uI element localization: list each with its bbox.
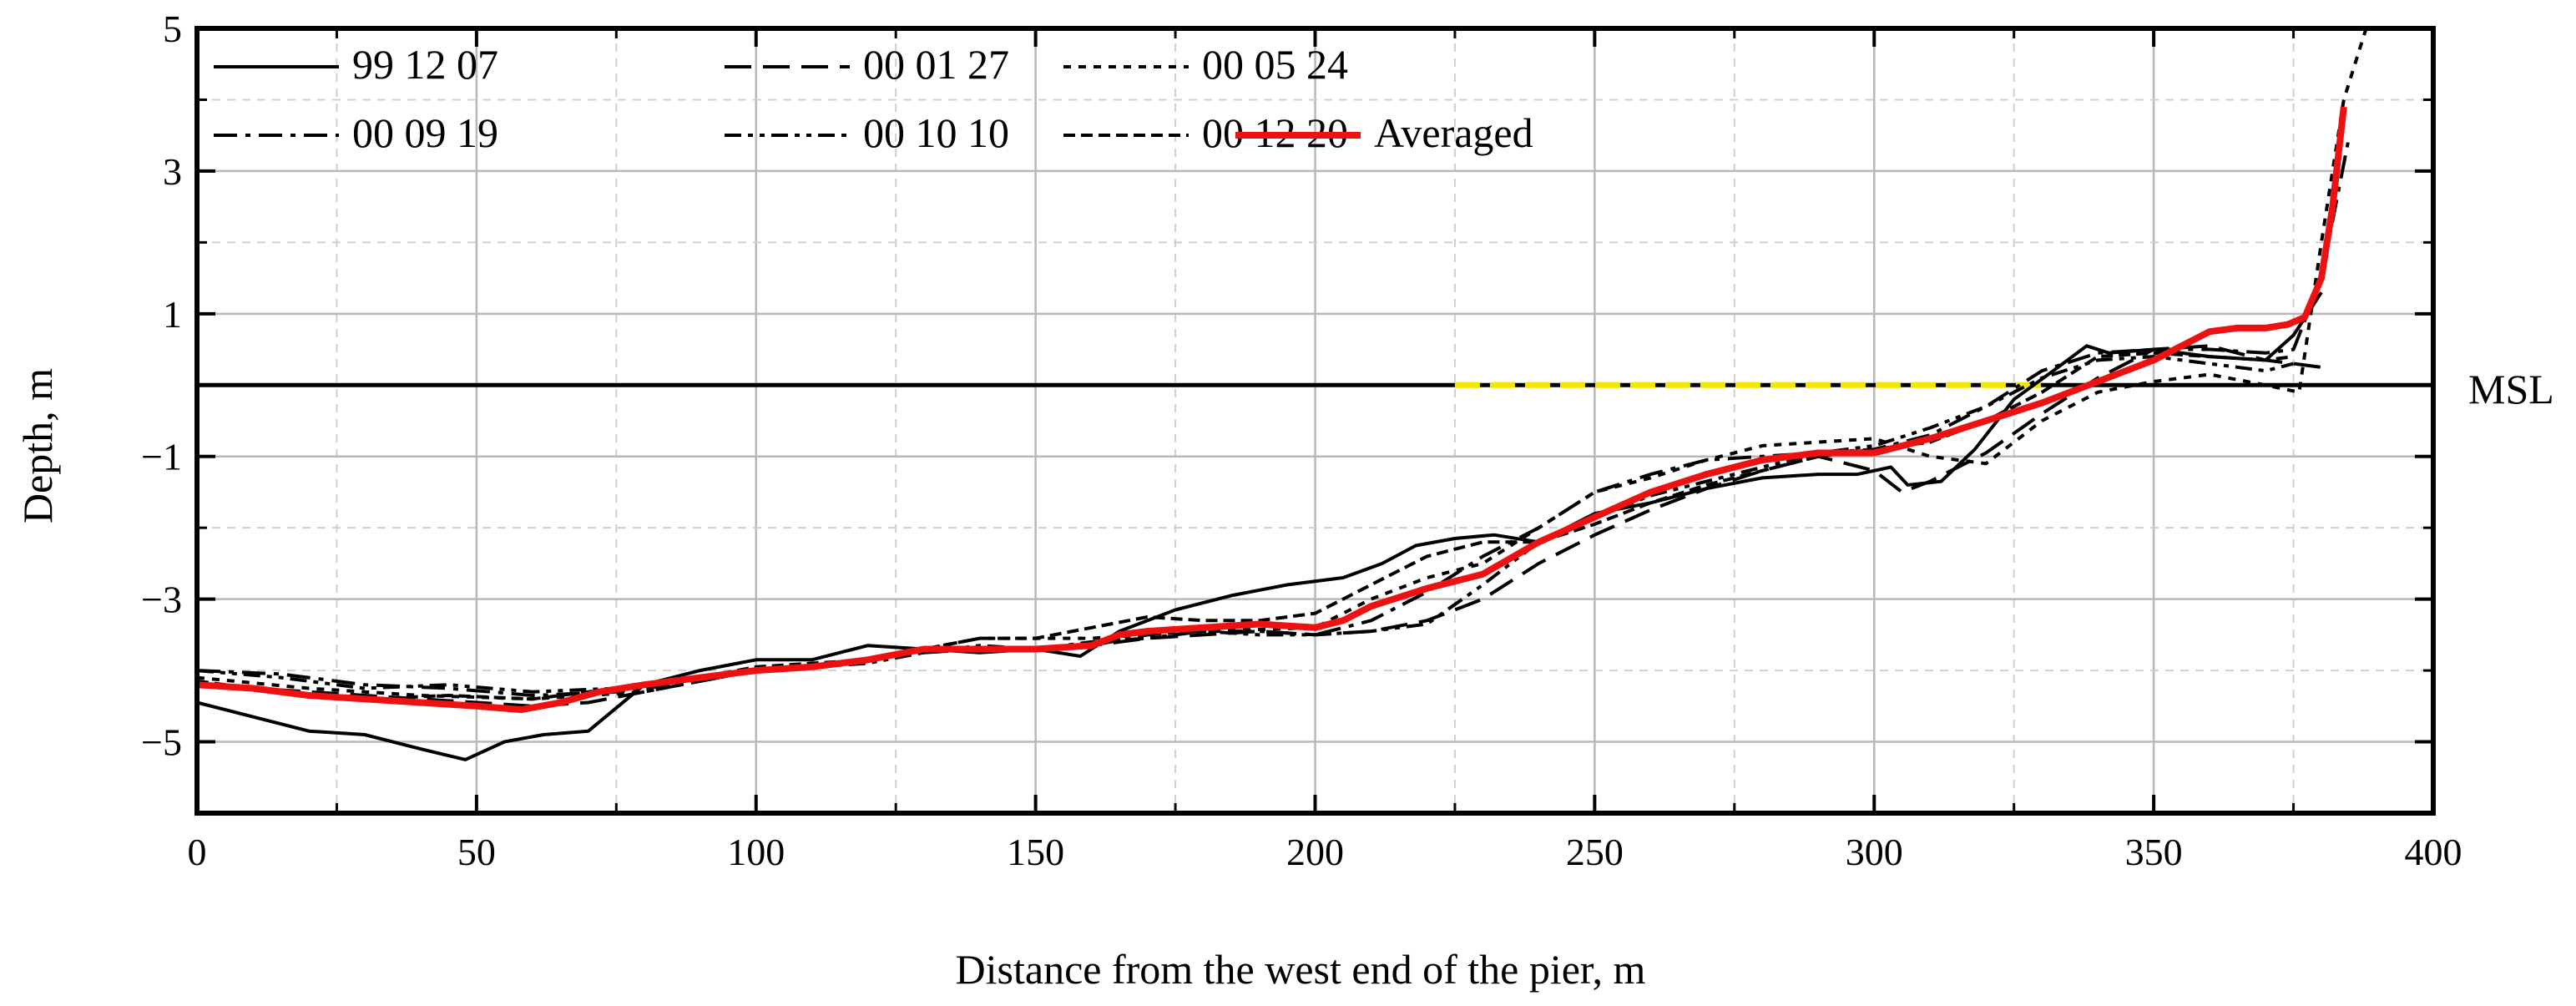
legend: 99 12 07 00 01 27 00 05 24 00 09 19 00 10 10… [214, 41, 1533, 156]
legend-label: Averaged [1374, 109, 1533, 156]
msl-label: MSL [2468, 366, 2554, 412]
x-tick-label: 0 [188, 831, 207, 873]
series-line-00-10-10 [196, 355, 2295, 694]
x-tick-label: 400 [2405, 831, 2462, 873]
series-line-99-12-07 [196, 291, 2323, 761]
x-tick-label: 250 [1566, 831, 1624, 873]
legend-entry-00-09-19: 00 09 19 [214, 109, 498, 156]
legend-label: 00 05 24 [1202, 41, 1348, 88]
legend-entry-averaged: Averaged [1235, 109, 1533, 156]
y-tick-label: 5 [163, 8, 182, 50]
y-tick-label: −1 [141, 436, 182, 478]
x-tick-label: 150 [1007, 831, 1064, 873]
series-lines [196, 28, 2368, 761]
legend-entry-99-12-07: 99 12 07 [214, 41, 498, 88]
legend-entry-00-01-27: 00 01 27 [725, 41, 1009, 88]
series-line-00-05-24 [196, 28, 2368, 701]
y-tick-label: −5 [141, 721, 182, 764]
legend-label: 00 09 19 [352, 109, 498, 156]
tick-labels: 0 50 100 150 200 250 300 350 400 −5 −3 −1 1 3 5 [141, 8, 2462, 873]
series-line-00-12-20 [196, 351, 2294, 701]
x-tick-label: 350 [2125, 831, 2183, 873]
legend-label: 00 10 10 [863, 109, 1009, 156]
x-tick-label: 100 [727, 831, 785, 873]
legend-label: 99 12 07 [352, 41, 498, 88]
x-tick-label: 200 [1286, 831, 1344, 873]
x-tick-label: 50 [457, 831, 496, 873]
legend-label: 00 01 27 [863, 41, 1009, 88]
y-tick-label: 1 [163, 293, 182, 336]
y-axis-title: Depth, m [14, 368, 61, 523]
y-tick-label: −3 [141, 579, 182, 621]
series-line-00-09-19 [196, 134, 2351, 697]
axes [194, 26, 2436, 816]
series-line-00-01-27 [196, 344, 2322, 708]
y-tick-label: 3 [163, 150, 182, 193]
legend-entry-00-10-10: 00 10 10 [725, 109, 1009, 156]
series-line-averaged [196, 106, 2347, 714]
legend-entry-00-05-24: 00 05 24 [1063, 41, 1348, 88]
grid [197, 28, 2433, 813]
x-tick-label: 300 [1846, 831, 1903, 873]
x-axis-title: Distance from the west end of the pier, … [956, 946, 1646, 993]
